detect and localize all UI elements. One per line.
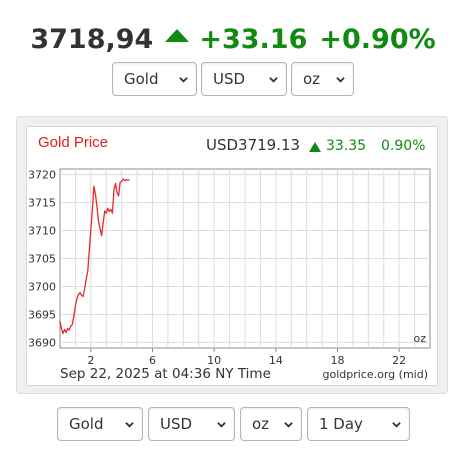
y-tick-label: 3705 — [28, 253, 56, 266]
x-tick-label: 2 — [87, 354, 94, 367]
currency-select-bottom[interactable]: USD — [148, 407, 235, 441]
x-tick-label: 22 — [392, 354, 406, 367]
currency-select[interactable]: USD — [201, 62, 287, 96]
y-tick-label: 3710 — [28, 225, 56, 238]
x-tick-label: 18 — [331, 354, 345, 367]
chevron-down-icon — [125, 422, 134, 428]
quote-change: 33.35 — [326, 138, 366, 154]
chevron-down-icon — [392, 422, 401, 428]
y-tick-label: 3690 — [28, 336, 56, 349]
price-line — [59, 178, 130, 335]
x-axis-ticks: 2 6 10 14 18 22 — [87, 348, 406, 367]
metal-select-bottom[interactable]: Gold — [57, 407, 143, 441]
unit-select-bottom-value: oz — [252, 415, 270, 433]
unit-select-bottom[interactable]: oz — [240, 407, 302, 441]
timestamp: Sep 22, 2025 at 04:36 NY Time — [60, 366, 271, 382]
grid-lines — [60, 169, 430, 348]
chart-title: Gold Price — [38, 134, 108, 151]
unit-select[interactable]: oz — [291, 62, 354, 96]
chevron-down-icon — [336, 77, 345, 83]
metal-select-bottom-value: Gold — [69, 415, 104, 433]
price-change-percent: +0.90% — [319, 24, 436, 55]
y-tick-label: 3695 — [28, 308, 56, 321]
range-select[interactable]: 1 Day — [307, 407, 410, 441]
gold-price-chart: Gold Price USD3719.13 33.35 0.90% 369036… — [28, 134, 431, 382]
current-price: 3718,94 — [30, 24, 154, 55]
quote-readout: USD3719.13 33.35 0.90% — [206, 136, 425, 154]
currency-select-bottom-value: USD — [160, 415, 193, 433]
unit-label: oz — [413, 332, 426, 345]
metal-select-value: Gold — [124, 70, 159, 88]
unit-select-value: oz — [303, 70, 321, 88]
y-tick-label: 3720 — [28, 169, 56, 182]
range-select-value: 1 Day — [319, 415, 363, 433]
chevron-down-icon — [217, 422, 226, 428]
y-axis-ticks: 3690 3695 3700 3705 3710 3715 3720 — [28, 169, 56, 350]
y-tick-label: 3715 — [28, 197, 56, 210]
up-triangle-icon — [165, 29, 190, 42]
quote-up-triangle-icon — [309, 142, 321, 152]
price-change: +33.16 — [199, 24, 308, 55]
quote-price: USD3719.13 — [206, 136, 300, 154]
y-tick-label: 3700 — [28, 280, 56, 293]
chevron-down-icon — [179, 77, 188, 83]
x-tick-label: 6 — [149, 354, 156, 367]
currency-select-value: USD — [213, 70, 246, 88]
price-header: 3718,94 +33.16 +0.90% — [0, 22, 466, 58]
x-tick-label: 14 — [269, 354, 283, 367]
metal-select[interactable]: Gold — [112, 62, 197, 96]
chevron-down-icon — [269, 77, 278, 83]
x-tick-label: 10 — [207, 354, 221, 367]
source-credit: goldprice.org (mid) — [323, 368, 429, 381]
chevron-down-icon — [284, 422, 293, 428]
quote-change-percent: 0.90% — [381, 138, 425, 154]
